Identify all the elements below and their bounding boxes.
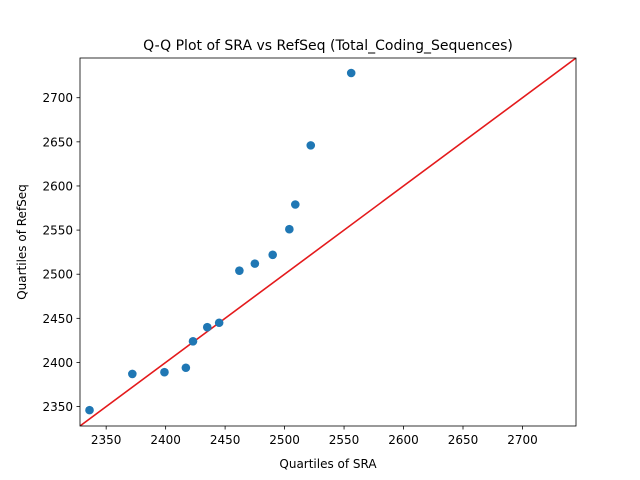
chart-title: Q-Q Plot of SRA vs RefSeq (Total_Coding_… — [143, 38, 513, 54]
y-tick-label: 2550 — [42, 224, 73, 238]
y-tick-label: 2450 — [42, 312, 73, 326]
data-point — [202, 322, 212, 332]
y-tick-label: 2600 — [42, 179, 73, 193]
y-tick-label: 2350 — [42, 400, 73, 414]
data-point — [214, 318, 224, 328]
x-axis-label: Quartiles of SRA — [279, 457, 377, 471]
y-tick-label: 2650 — [42, 135, 73, 149]
reference-line — [80, 58, 576, 426]
y-tick-label: 2700 — [42, 91, 73, 105]
plot-area: 2350 2400 2450 2500 2550 2600 2650 2700 2350 240… — [42, 57, 577, 447]
y-axis-ticks: 2350 2400 2450 2500 2550 2600 2650 2700 — [42, 91, 80, 414]
data-point — [160, 367, 169, 377]
y-tick-label: 2400 — [42, 356, 73, 370]
data-point — [188, 336, 198, 346]
x-tick-label: 2500 — [269, 433, 300, 447]
data-point — [85, 405, 94, 415]
x-tick-label: 2700 — [507, 433, 538, 447]
x-tick-label: 2400 — [150, 433, 181, 447]
data-point — [235, 266, 244, 275]
data-point — [285, 224, 294, 234]
x-tick-label: 2450 — [210, 433, 241, 447]
data-point — [128, 369, 137, 379]
data-point — [290, 200, 300, 209]
reference-line-layer — [80, 58, 576, 426]
x-tick-label: 2650 — [448, 433, 479, 447]
y-axis-label: Quartiles of RefSeq — [15, 184, 29, 300]
data-point — [306, 141, 316, 150]
x-tick-label: 2350 — [91, 433, 122, 447]
y-tick-label: 2500 — [42, 268, 73, 282]
x-tick-label: 2550 — [329, 433, 360, 447]
points-layer — [85, 68, 356, 415]
data-point — [268, 250, 277, 260]
plot-frame — [79, 57, 577, 427]
data-point — [250, 259, 260, 268]
x-tick-label: 2600 — [388, 433, 419, 447]
x-axis-ticks: 2350 2400 2450 2500 2550 2600 2650 2700 — [91, 426, 538, 447]
data-point — [346, 68, 356, 78]
data-point — [181, 363, 191, 373]
